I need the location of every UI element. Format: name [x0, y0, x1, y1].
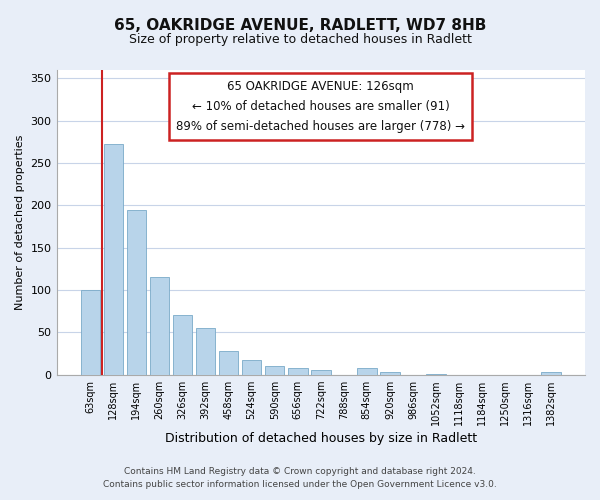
Bar [380, 372, 400, 374]
Bar [311, 370, 331, 374]
Bar [196, 328, 215, 374]
Bar [265, 366, 284, 374]
Bar [541, 372, 561, 374]
Bar [357, 368, 377, 374]
Bar [80, 290, 100, 374]
Text: Size of property relative to detached houses in Radlett: Size of property relative to detached ho… [128, 32, 472, 46]
Bar [173, 316, 193, 374]
Y-axis label: Number of detached properties: Number of detached properties [15, 134, 25, 310]
Bar [219, 351, 238, 374]
Bar [288, 368, 308, 374]
Bar [242, 360, 262, 374]
Text: 65 OAKRIDGE AVENUE: 126sqm
← 10% of detached houses are smaller (91)
89% of semi: 65 OAKRIDGE AVENUE: 126sqm ← 10% of deta… [176, 80, 465, 133]
Text: Contains HM Land Registry data © Crown copyright and database right 2024.
Contai: Contains HM Land Registry data © Crown c… [103, 467, 497, 489]
Bar [149, 278, 169, 374]
Bar [104, 144, 123, 374]
Bar [127, 210, 146, 374]
Text: 65, OAKRIDGE AVENUE, RADLETT, WD7 8HB: 65, OAKRIDGE AVENUE, RADLETT, WD7 8HB [114, 18, 486, 32]
X-axis label: Distribution of detached houses by size in Radlett: Distribution of detached houses by size … [165, 432, 477, 445]
